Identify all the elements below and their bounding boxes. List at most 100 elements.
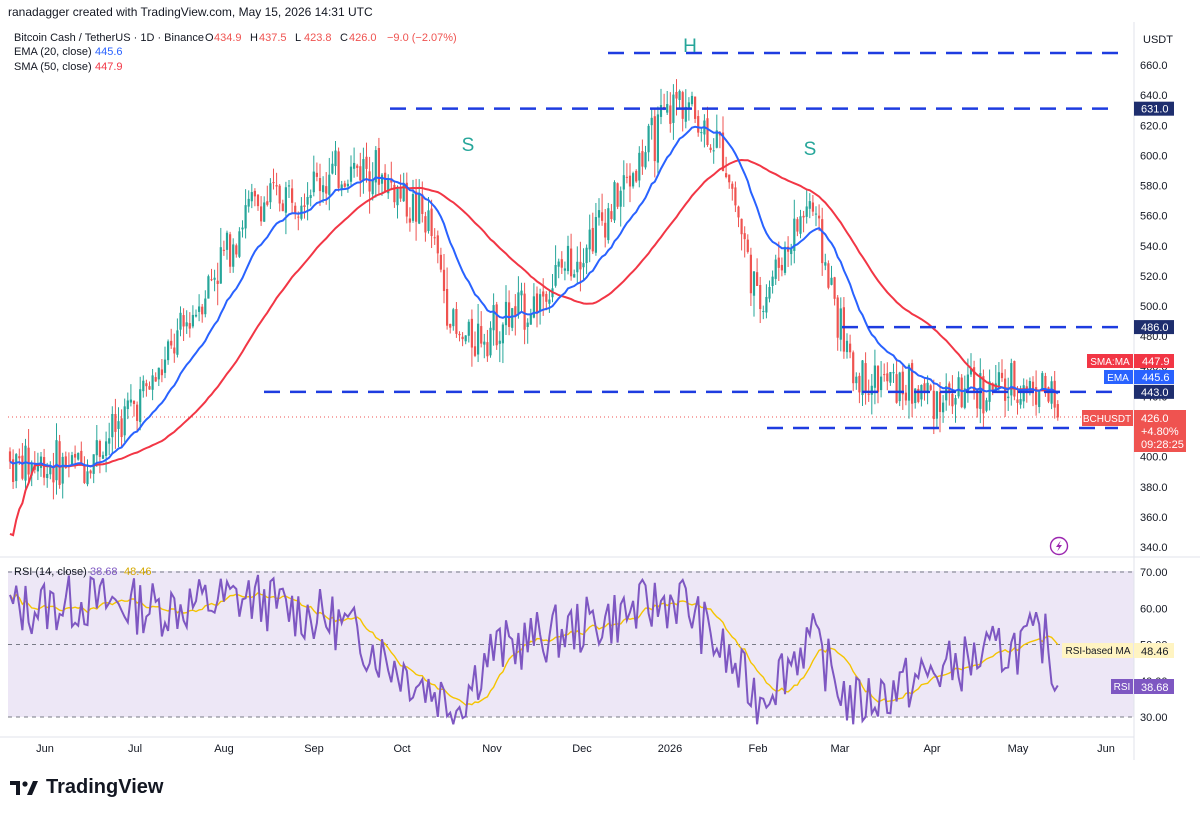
- level-badge-label: 486.0: [1141, 322, 1169, 334]
- time-tick-label: Aug: [214, 743, 234, 755]
- candle-body: [886, 373, 889, 382]
- candle-body: [36, 465, 39, 472]
- candle-body: [483, 341, 486, 345]
- candle-body: [601, 212, 604, 221]
- candle-body: [1013, 361, 1016, 397]
- candle-body: [641, 151, 644, 167]
- candle-body: [790, 249, 793, 255]
- candle-body: [449, 323, 452, 328]
- time-axis-labels: Jun Jul Aug Sep Oct Nov Dec 2026 Feb Mar Apr May Jun: [36, 743, 1115, 755]
- candle-body: [154, 377, 157, 382]
- candle-body: [1044, 375, 1047, 389]
- candle-body: [433, 237, 436, 239]
- candle-body: [861, 360, 864, 396]
- candle-body: [8, 451, 12, 462]
- ohlc-key: H: [250, 32, 258, 44]
- candle-body: [396, 188, 399, 206]
- candle-body: [1041, 373, 1044, 391]
- candle-body: [83, 464, 86, 483]
- candle-body: [889, 371, 892, 383]
- candle-body: [501, 324, 504, 344]
- candle-body: [356, 165, 359, 168]
- candle-body: [328, 174, 331, 195]
- candle-body: [260, 206, 263, 222]
- candle-body: [594, 217, 597, 253]
- candle-body: [39, 456, 43, 468]
- candle-body: [811, 202, 814, 212]
- time-tick-label: Dec: [572, 743, 592, 755]
- candle-body: [232, 244, 235, 267]
- candle-body: [539, 294, 542, 312]
- candle-body: [464, 335, 467, 342]
- price-tick-label: 340.0: [1140, 542, 1168, 554]
- candle-body: [504, 301, 508, 326]
- candle-body: [263, 202, 266, 222]
- ema-legend-value: 445.6: [95, 46, 123, 58]
- price-tick-label: 540.0: [1140, 241, 1168, 253]
- ema-legend-label: EMA (20, close): [14, 46, 92, 58]
- candle-body: [18, 456, 21, 459]
- candle-body: [628, 175, 632, 187]
- candle-body: [731, 183, 734, 189]
- svg-text:RSI: RSI: [1114, 682, 1131, 693]
- candle-body: [687, 102, 690, 110]
- candle-body: [684, 106, 687, 122]
- candle-body: [858, 375, 861, 393]
- candle-body: [855, 376, 858, 384]
- currency-label: USDT: [1143, 34, 1173, 46]
- candle-body: [368, 171, 371, 192]
- candle-body: [123, 406, 126, 436]
- price-axis-labels: 340.0360.0380.0400.0420.0440.0460.0480.0…: [1140, 60, 1168, 554]
- candle-body: [312, 171, 315, 193]
- candle-body: [219, 247, 222, 284]
- candle-body: [185, 322, 188, 327]
- candle-body: [272, 182, 275, 184]
- candle-body: [892, 372, 895, 374]
- candle-body: [126, 400, 129, 410]
- candle-body: [715, 130, 718, 148]
- candle-body: [306, 196, 309, 205]
- candle-body: [563, 268, 566, 271]
- price-tick-label: 600.0: [1140, 150, 1168, 162]
- price-tick-label: 660.0: [1140, 60, 1168, 72]
- svg-text:09:28:25: 09:28:25: [1141, 439, 1184, 451]
- candle-body: [222, 249, 225, 251]
- candle-body: [607, 208, 610, 241]
- candle-body: [235, 245, 238, 255]
- candle-body: [408, 218, 411, 223]
- candle-body: [284, 187, 287, 213]
- candle-body: [89, 470, 92, 474]
- price-tick-label: 620.0: [1140, 120, 1168, 132]
- rsi-tick-label: 70.00: [1140, 567, 1168, 579]
- candle-body: [597, 210, 601, 218]
- candle-body: [359, 166, 362, 181]
- candle-body: [976, 391, 979, 409]
- candle-body: [371, 180, 374, 195]
- lightning-icon[interactable]: [1049, 536, 1069, 556]
- candle-body: [808, 201, 811, 209]
- ohlc-value: 426.0: [349, 32, 377, 44]
- candle-body: [495, 304, 498, 346]
- rsi-legend-label: RSI (14, close): [14, 566, 87, 578]
- candle-body: [635, 170, 638, 182]
- candle-body: [969, 368, 973, 375]
- candle-body: [238, 231, 241, 257]
- candle-body: [805, 206, 808, 217]
- price-tick-label: 560.0: [1140, 211, 1168, 223]
- candle-body: [548, 299, 551, 304]
- candle-body: [1022, 385, 1025, 402]
- time-tick-label: 2026: [658, 743, 682, 755]
- candle-body: [30, 462, 33, 476]
- candle-body: [929, 385, 932, 390]
- candle-body: [1035, 387, 1038, 405]
- svg-text:48.46: 48.46: [1141, 646, 1169, 658]
- candle-body: [415, 191, 418, 222]
- candle-body: [322, 185, 325, 193]
- candle-body: [957, 377, 960, 397]
- candle-body: [303, 205, 306, 207]
- tradingview-logo[interactable]: TradingView: [10, 776, 163, 799]
- ohlc-change: −9.0 (−2.07%): [387, 32, 457, 44]
- time-tick-label: Nov: [482, 743, 502, 755]
- time-tick-label: Oct: [393, 743, 410, 755]
- candle-body: [973, 367, 976, 393]
